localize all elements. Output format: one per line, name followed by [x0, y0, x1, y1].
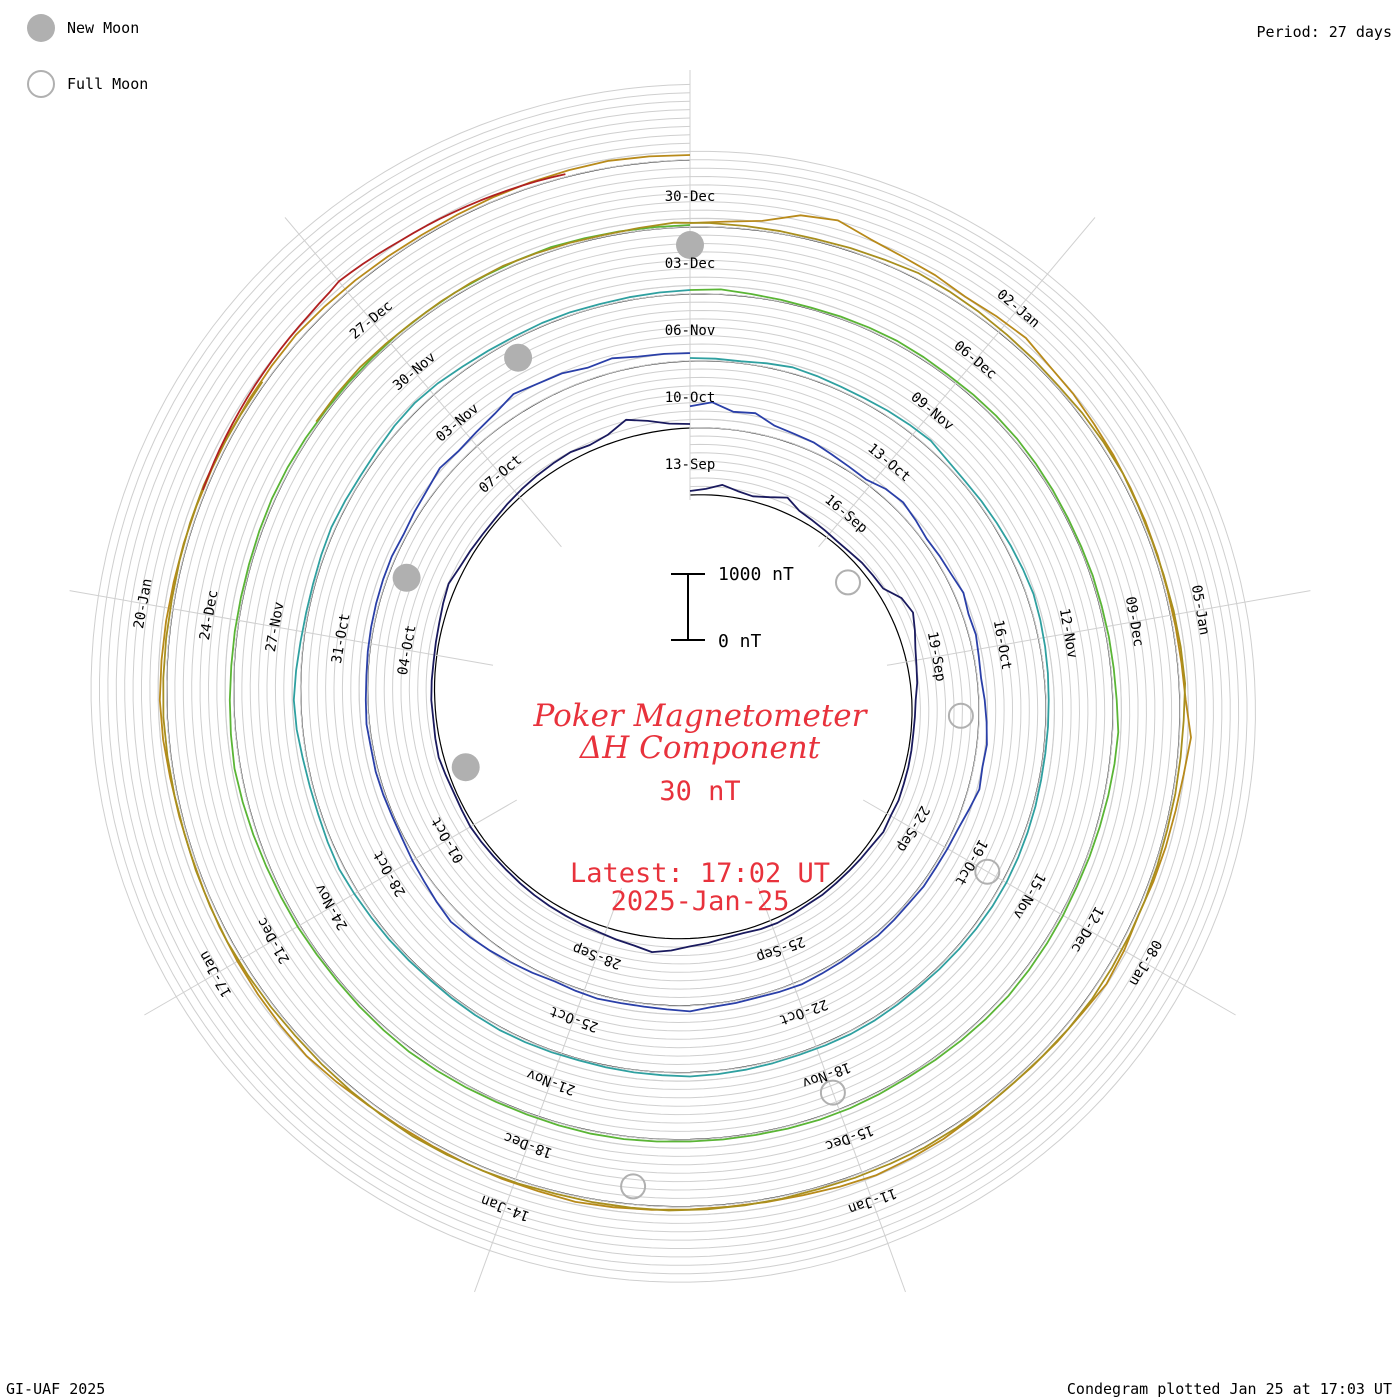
grid-spiral [115, 109, 1231, 1258]
title-line-2: ΔH Component [579, 730, 821, 766]
date-label: 15-Dec [823, 1121, 876, 1153]
radial-spoke [474, 887, 623, 1293]
date-label: 10-Oct [665, 390, 716, 406]
date-label: 28-Sep [570, 940, 623, 972]
grid-spiral [132, 125, 1214, 1241]
date-label: 03-Dec [665, 256, 716, 272]
date-label: 25-Oct [547, 1003, 600, 1035]
scale-top-label: 1000 nT [718, 564, 794, 585]
grid-spiral [90, 83, 1256, 1283]
full-moon-icon [819, 1079, 846, 1106]
scale-bottom-label: 0 nT [718, 631, 762, 652]
date-label: 06-Nov [665, 323, 716, 339]
series-line [201, 173, 566, 491]
date-label: 14-Jan [479, 1191, 532, 1223]
date-label: 18-Dec [502, 1128, 555, 1160]
grid-spiral [149, 142, 1198, 1224]
new-moon-icon [392, 563, 421, 592]
radial-spoke [886, 590, 1311, 666]
latest-block: Latest: 17:02 UT 2025-Jan-25 [400, 860, 1000, 916]
radial-spoke [69, 590, 494, 666]
radial-spoke [757, 887, 906, 1293]
latest-line-2: 2025-Jan-25 [610, 886, 790, 917]
moon-markers [392, 231, 1001, 1200]
footer-left: GI-UAF 2025 [6, 1380, 106, 1398]
date-label: 13-Sep [665, 457, 716, 473]
new-moon-icon [27, 14, 55, 42]
title-block: Poker Magnetometer ΔH Component [400, 700, 1000, 764]
legend-new-moon-label: New Moon [67, 19, 140, 37]
legend-full-moon-label: Full Moon [67, 75, 149, 93]
grid-spiral [107, 100, 1240, 1266]
full-moon-icon [27, 70, 55, 98]
legend-new-moon: New Moon [27, 14, 139, 42]
radial-spokes [69, 70, 1311, 1293]
series-lines [158, 154, 1192, 1212]
date-label: 30-Dec [665, 189, 716, 205]
series-line [228, 224, 1120, 1143]
full-moon-icon [835, 569, 861, 596]
grid-spiral [99, 92, 1248, 1275]
radial-spoke [284, 217, 562, 548]
date-label: 11-Jan [846, 1184, 899, 1216]
footer-right: Condegram plotted Jan 25 at 17:03 UT [1066, 1380, 1392, 1398]
date-label: 18-Nov [800, 1059, 853, 1091]
date-label: 25-Sep [754, 933, 807, 965]
series-line [364, 352, 988, 1013]
date-label: 16-Sep [821, 492, 870, 537]
series-line [292, 289, 1050, 1078]
title-line-1: Poker Magnetometer [533, 698, 867, 734]
new-moon-icon [504, 343, 533, 372]
radial-spoke [144, 799, 518, 1016]
new-moon-icon [451, 753, 480, 782]
date-label: 16-Oct [990, 619, 1015, 672]
new-moon-icon [676, 231, 704, 259]
grid-spiral [141, 134, 1206, 1233]
full-moon-icon [974, 858, 1001, 885]
latest-line-1: Latest: 17:02 UT [569, 858, 831, 889]
period-label: Period: 27 days [1256, 23, 1392, 41]
date-label: 21-Nov [525, 1066, 578, 1098]
full-moon-icon [620, 1173, 647, 1200]
full-moon-icon [947, 702, 974, 729]
radial-spoke [862, 799, 1236, 1016]
grid-rings [90, 83, 1256, 1283]
grid-spiral [124, 117, 1223, 1249]
date-label: 22-Oct [777, 996, 830, 1028]
subtitle-value: 30 nT [659, 776, 741, 807]
legend-full-moon: Full Moon [27, 70, 148, 98]
series-line [162, 221, 1186, 1212]
scale-bar: 1000 nT 0 nT [671, 564, 794, 652]
date-label: 19-Sep [924, 630, 949, 683]
series-line [430, 418, 919, 953]
